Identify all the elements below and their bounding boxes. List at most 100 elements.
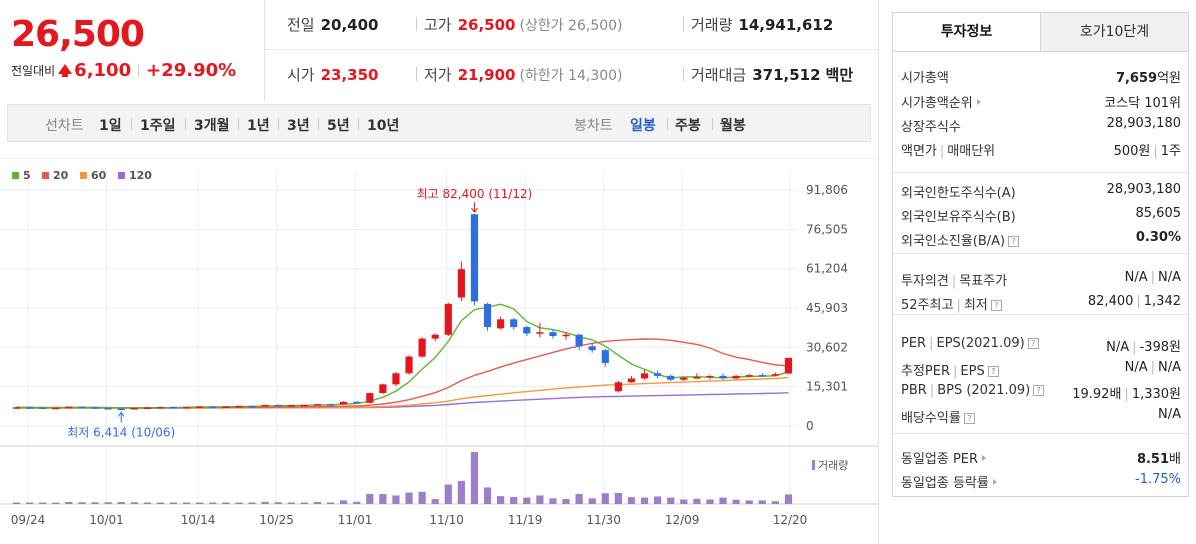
info-group-opinion: 투자의견 | 목표주가 N/A | N/A 52주최고 | 최저? 82,400 | 1,342 bbox=[893, 254, 1188, 315]
divider bbox=[318, 118, 319, 130]
legend-label: 5 bbox=[23, 169, 31, 182]
period-3m[interactable]: 3개월 bbox=[194, 118, 230, 134]
volume-bar bbox=[536, 495, 544, 504]
candle-body bbox=[183, 406, 191, 409]
help-icon[interactable]: ? bbox=[987, 366, 999, 377]
max-arrow-head bbox=[471, 207, 478, 214]
peer-per-row[interactable]: 동일업종 PER 8.51배 bbox=[901, 452, 1181, 467]
volume-bar bbox=[431, 499, 439, 504]
volume-bar bbox=[261, 501, 269, 504]
candle-chart-label[interactable]: 봉차트 bbox=[574, 118, 613, 134]
min-arrow-head bbox=[117, 411, 125, 417]
help-icon[interactable]: ? bbox=[963, 413, 975, 424]
line-chart-label[interactable]: 선차트 bbox=[45, 118, 84, 134]
candle-body bbox=[719, 375, 727, 379]
candle-body bbox=[745, 375, 753, 377]
y-tick-label: 45,903 bbox=[806, 301, 848, 315]
volume-bar bbox=[117, 502, 125, 504]
x-tick-label: 09/24 bbox=[11, 513, 46, 527]
volume-bar bbox=[156, 502, 165, 504]
legend-swatch bbox=[80, 172, 87, 179]
y-tick-label: 76,505 bbox=[806, 222, 848, 236]
candle-body bbox=[117, 408, 125, 411]
volume-bar bbox=[745, 500, 753, 504]
volume-bar bbox=[575, 493, 583, 504]
volume-bar bbox=[287, 502, 295, 504]
opinion-row: 투자의견 | 목표주가 N/A | N/A bbox=[901, 270, 1181, 289]
period-10y[interactable]: 10년 bbox=[367, 118, 400, 134]
candle-monthly[interactable]: 월봉 bbox=[720, 118, 746, 134]
candle-weekly[interactable]: 주봉 bbox=[675, 118, 701, 134]
candle-body bbox=[353, 401, 361, 404]
volume-bar bbox=[78, 502, 86, 504]
candle-daily[interactable]: 일봉 bbox=[630, 118, 656, 134]
candle-body bbox=[549, 332, 557, 337]
stock-main-panel: 26,500 전일대비 6,100 +29.90% 전일 20,400 고가 26,… bbox=[0, 0, 878, 544]
candle-body bbox=[196, 406, 204, 408]
volume-bar bbox=[693, 498, 701, 504]
candle-body bbox=[65, 406, 73, 409]
divider bbox=[185, 118, 186, 130]
period-5y[interactable]: 5년 bbox=[327, 118, 350, 134]
volume-bar bbox=[248, 502, 256, 504]
candle-body bbox=[261, 404, 269, 407]
candle-body bbox=[52, 407, 60, 410]
candle-body bbox=[588, 346, 596, 351]
tab-invest-info[interactable]: 투자정보 bbox=[892, 12, 1041, 52]
period-3y[interactable]: 3년 bbox=[287, 118, 310, 134]
period-1y[interactable]: 1년 bbox=[247, 118, 270, 134]
volume-bar bbox=[300, 502, 308, 504]
volume-bar bbox=[130, 502, 138, 504]
change-percent: +29.90% bbox=[146, 60, 237, 81]
volume-bar bbox=[405, 492, 413, 504]
volume-bar bbox=[457, 480, 465, 504]
candle-body bbox=[91, 407, 99, 409]
market-cap-row: 시가총액 7,659억원 bbox=[901, 71, 1181, 86]
candle-body bbox=[340, 401, 348, 405]
candle-body bbox=[680, 377, 688, 380]
volume-bar bbox=[562, 499, 570, 504]
volume-bar bbox=[758, 500, 766, 504]
volume-bar bbox=[719, 497, 727, 504]
foreign-ratio-row: 외국인소진율(B/A)? 0.30% bbox=[901, 230, 1181, 249]
week52-row: 52주최고 | 최저? 82,400 | 1,342 bbox=[901, 294, 1181, 313]
volume-bar bbox=[209, 502, 217, 504]
help-icon[interactable]: ? bbox=[1027, 338, 1039, 349]
period-1w[interactable]: 1주일 bbox=[140, 118, 176, 134]
help-icon[interactable]: ? bbox=[990, 300, 1002, 311]
legend-label: 120 bbox=[129, 169, 152, 182]
divider bbox=[712, 118, 713, 130]
peer-change-row[interactable]: 동일업종 등락률 -1.75% bbox=[901, 472, 1181, 491]
help-icon[interactable]: ? bbox=[1033, 385, 1045, 396]
price-chart[interactable]: 09/24 10/01 10/14 10/25 11/01 11/10 11/19 11/30… bbox=[0, 158, 878, 544]
volume-bar bbox=[143, 502, 151, 504]
candle-body bbox=[235, 405, 243, 408]
tab-order-book[interactable]: 호가10단계 bbox=[1040, 12, 1189, 52]
x-tick-label: 11/30 bbox=[586, 513, 621, 527]
summary-row-2: 시가 23,350 저가 21,900 (하한가 14,300) 거래대금 371,51… bbox=[265, 50, 878, 100]
x-tick-label: 10/14 bbox=[181, 513, 216, 527]
help-icon[interactable]: ? bbox=[1008, 236, 1020, 247]
info-group-valuation: PER | EPS(2021.09)? N/A | -398원 추정PER | EPS? N… bbox=[893, 315, 1188, 434]
low-price: 저가 21,900 (하한가 14,300) bbox=[416, 66, 623, 84]
volume-bar bbox=[771, 501, 779, 504]
volume: 거래량 14,941,612 bbox=[682, 16, 834, 34]
x-tick-label: 11/10 bbox=[429, 513, 464, 527]
market-cap-rank-row[interactable]: 시가총액순위 코스닥 101위 bbox=[901, 96, 1181, 111]
candle-body bbox=[169, 406, 178, 409]
max-annotation: 최고 82,400 (11/12) bbox=[417, 187, 533, 201]
invest-info-table: 시가총액 7,659억원 시가총액순위 코스닥 101위 상장주식수 28,90… bbox=[892, 51, 1189, 497]
volume-bar bbox=[183, 502, 191, 504]
change-amount: 6,100 bbox=[74, 60, 132, 81]
x-tick-label: 12/20 bbox=[773, 513, 808, 527]
legend-swatch bbox=[118, 172, 125, 179]
volume-bar bbox=[706, 499, 714, 504]
period-1d[interactable]: 1일 bbox=[99, 118, 122, 134]
candle-body bbox=[26, 407, 34, 409]
divider bbox=[358, 118, 359, 130]
candle-body bbox=[405, 356, 413, 374]
volume-legend-label: 거래량 bbox=[818, 459, 848, 472]
volume-bar bbox=[196, 502, 204, 504]
divider bbox=[138, 63, 140, 78]
y-tick-label: 15,301 bbox=[806, 380, 848, 394]
